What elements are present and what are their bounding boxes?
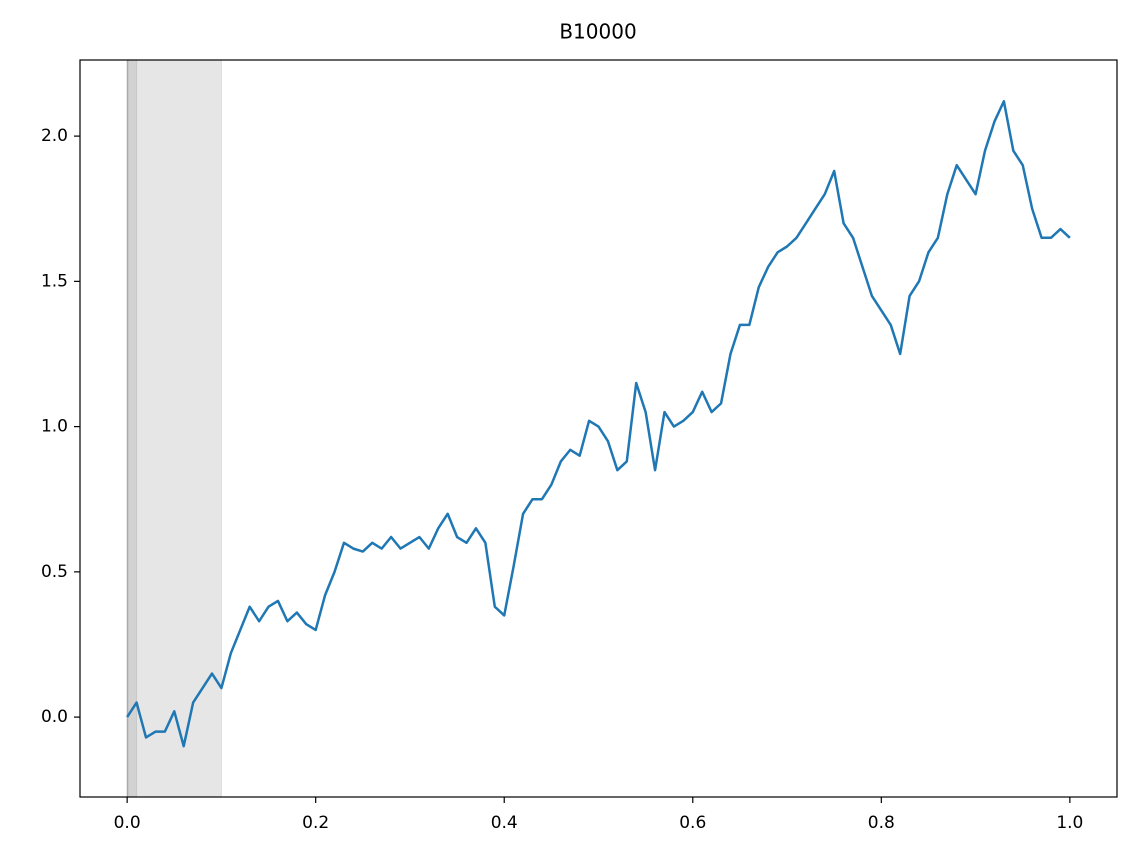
x-tick-label: 0.8 bbox=[868, 813, 895, 833]
y-tick-label: 0.0 bbox=[41, 707, 68, 727]
x-tick-label: 0.4 bbox=[491, 813, 518, 833]
y-tick-label: 1.5 bbox=[41, 271, 68, 291]
y-tick-label: 2.0 bbox=[41, 126, 68, 146]
shaded-span bbox=[126, 59, 222, 798]
x-tick-label: 0.6 bbox=[679, 813, 706, 833]
y-tick-label: 0.5 bbox=[41, 562, 68, 582]
x-tick-label: 0.0 bbox=[114, 813, 141, 833]
x-tick-label: 0.2 bbox=[302, 813, 329, 833]
chart-title: B10000 bbox=[559, 20, 636, 44]
x-tick-label: 1.0 bbox=[1056, 813, 1083, 833]
shaded-span bbox=[126, 59, 129, 798]
data-line bbox=[126, 100, 1071, 748]
plot-frame bbox=[79, 59, 1118, 798]
y-tick-label: 1.0 bbox=[41, 417, 68, 437]
